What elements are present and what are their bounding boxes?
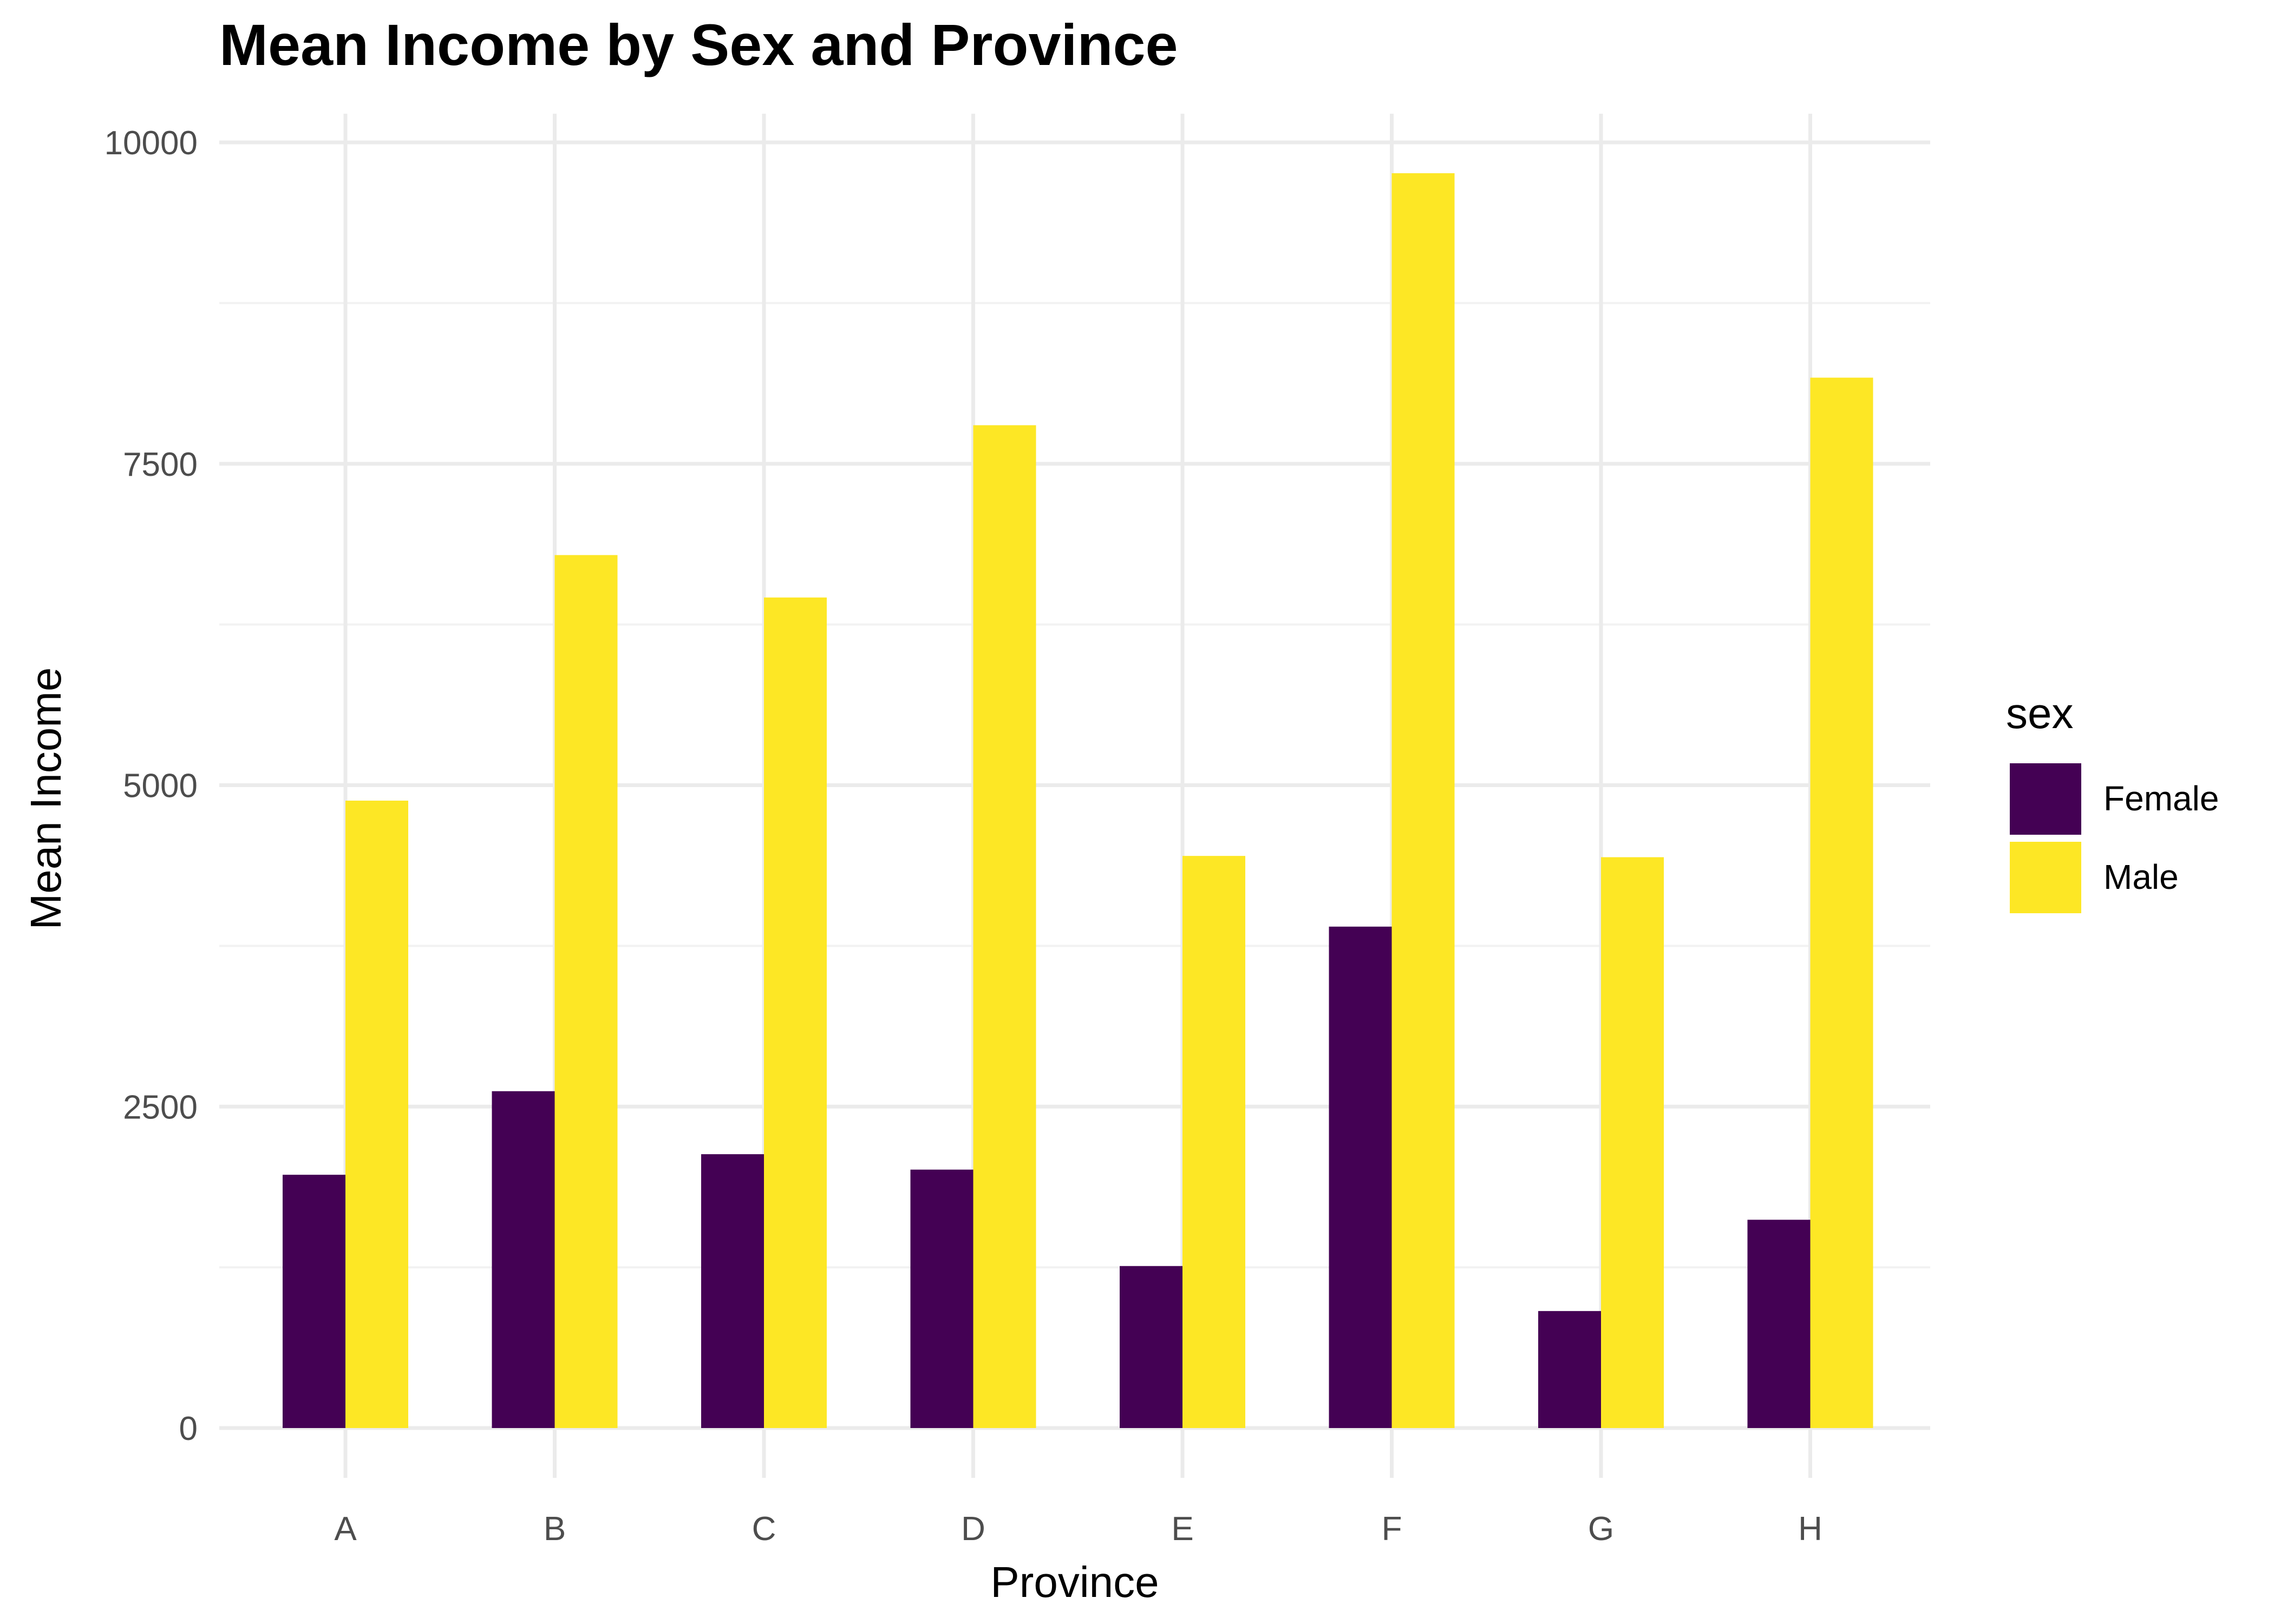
bar-female-d xyxy=(910,1169,973,1428)
x-tick-label: F xyxy=(1382,1510,1402,1548)
y-tick-label: 2500 xyxy=(123,1089,198,1126)
bar-male-a xyxy=(345,801,408,1428)
y-tick-label: 10000 xyxy=(104,125,198,162)
bar-male-g xyxy=(1601,857,1664,1428)
x-tick-label: H xyxy=(1798,1510,1822,1548)
bar-female-a xyxy=(283,1175,345,1428)
y-axis-title: Mean Income xyxy=(22,667,70,930)
x-tick-label: G xyxy=(1588,1510,1614,1548)
bar-male-h xyxy=(1810,377,1873,1428)
bar-male-e xyxy=(1182,856,1245,1428)
legend-swatch-male xyxy=(2010,842,2081,913)
y-tick-label: 5000 xyxy=(123,768,198,805)
grid-lines xyxy=(219,114,1930,1478)
legend-title: sex xyxy=(2006,689,2074,737)
legend-label-male: Male xyxy=(2103,857,2179,896)
bar-female-c xyxy=(701,1154,764,1428)
bar-male-b xyxy=(554,555,618,1428)
chart-title: Mean Income by Sex and Province xyxy=(219,12,1178,77)
y-tick-label: 0 xyxy=(179,1410,198,1448)
x-axis-title: Province xyxy=(990,1558,1159,1606)
x-tick-label: B xyxy=(544,1510,566,1548)
legend-label-female: Female xyxy=(2103,779,2219,818)
x-tick-label: E xyxy=(1171,1510,1193,1548)
x-tick-label: D xyxy=(961,1510,985,1548)
x-tick-label: A xyxy=(334,1510,357,1548)
y-axis-ticks: 0 2500 5000 7500 10000 xyxy=(104,125,198,1448)
bar-male-d xyxy=(973,425,1036,1428)
x-axis-ticks: A B C D E F G H xyxy=(334,1510,1822,1548)
bars xyxy=(283,173,1873,1428)
legend: sex Female Male xyxy=(2006,689,2219,913)
y-tick-label: 7500 xyxy=(123,446,198,483)
bar-female-e xyxy=(1120,1266,1182,1428)
legend-swatch-female xyxy=(2010,763,2081,835)
x-tick-label: C xyxy=(752,1510,776,1548)
bar-female-f xyxy=(1329,926,1392,1428)
bar-female-g xyxy=(1538,1311,1601,1428)
bar-male-f xyxy=(1391,173,1455,1428)
bar-male-c xyxy=(764,597,827,1428)
bar-female-b xyxy=(492,1091,555,1428)
bar-female-h xyxy=(1747,1220,1811,1428)
